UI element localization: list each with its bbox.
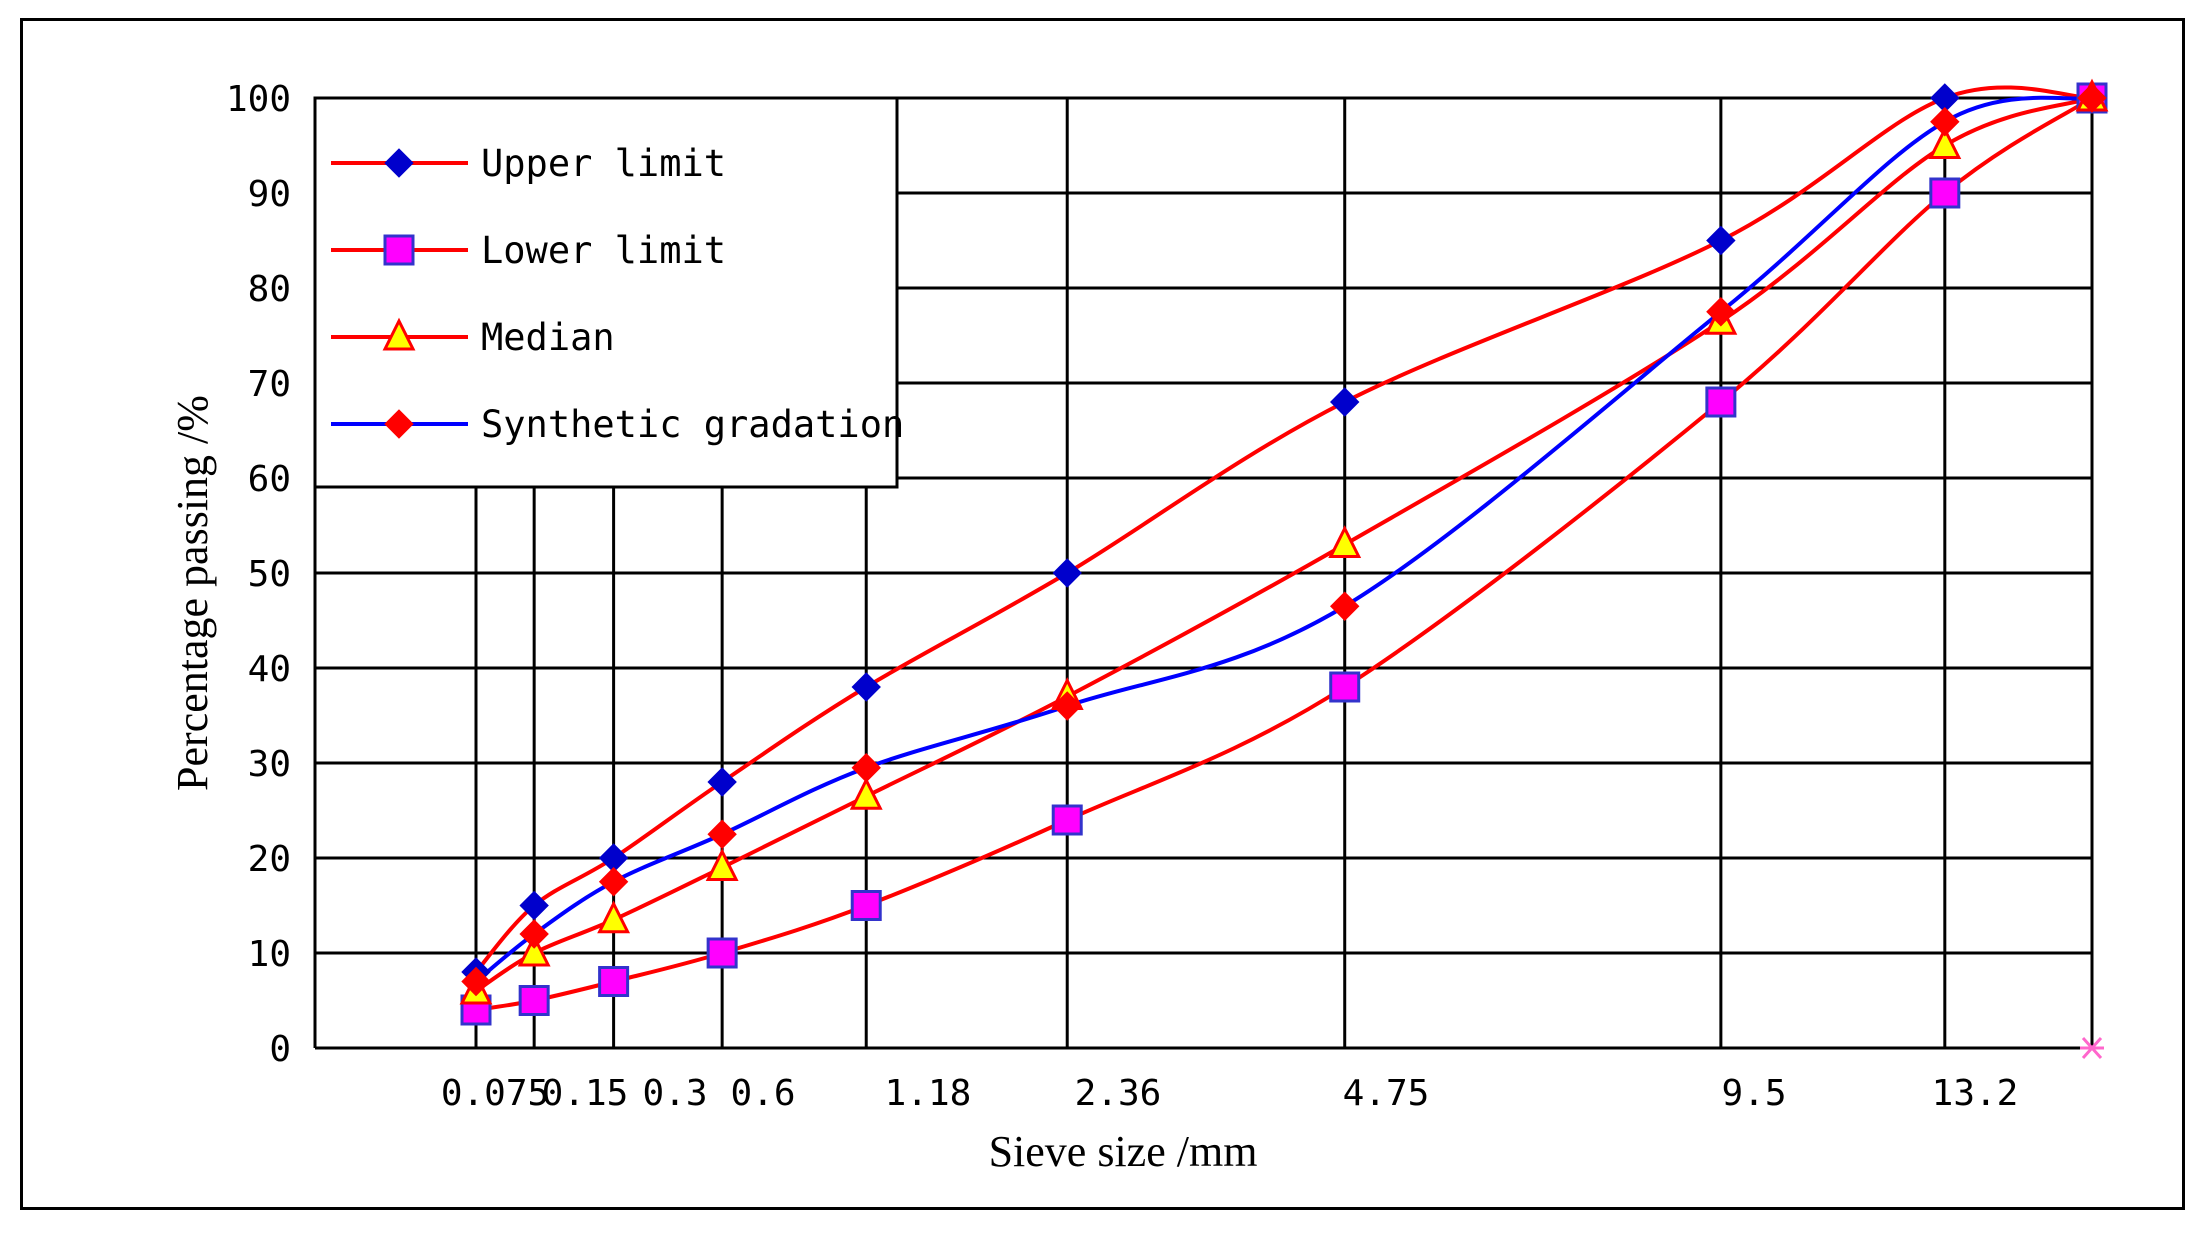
marker-upper-limit [1706, 225, 1736, 256]
marker-synthetic-gradation [461, 966, 491, 997]
y-tick-label: 90 [248, 174, 291, 215]
marker-median [849, 776, 883, 810]
series-markers [459, 78, 2109, 1060]
marker-median [1328, 525, 1362, 558]
y-tick-label: 100 [226, 79, 291, 120]
x-tick-label: 0.3 [642, 1073, 707, 1114]
x-tick-label: 2.36 [1075, 1073, 1162, 1114]
x-tick-label: 9.5 [1721, 1073, 1786, 1114]
marker-synthetic-gradation [1330, 591, 1360, 621]
legend-marker-median [382, 317, 416, 351]
legend-label: Median [481, 316, 615, 359]
legend: Upper limit Lower limit Median Synthetic gr… [313, 96, 904, 489]
marker-lower-limit [598, 966, 630, 997]
marker-synthetic-gradation [2077, 83, 2107, 113]
legend-marker-synthetic-gradation [384, 409, 414, 439]
marker-synthetic-gradation [851, 753, 881, 783]
y-tick-label: 10 [248, 934, 291, 975]
legend-label: Upper limit [481, 142, 726, 185]
legend-marker-upper-limit [384, 148, 414, 178]
marker-lower-limit [1051, 804, 1083, 836]
marker-median [517, 933, 551, 967]
x-tick-label: 0.15 [542, 1073, 629, 1114]
marker-lower-limit [706, 937, 738, 969]
marker-upper-limit [707, 767, 737, 797]
marker-lower-limit [850, 890, 882, 921]
marker-lower-limit [518, 985, 550, 1016]
marker-lower-limit [1329, 671, 1361, 703]
marker-synthetic-gradation [1930, 107, 1960, 137]
y-tick-label: 40 [248, 649, 291, 690]
x-tick-label: 1.18 [885, 1073, 972, 1114]
marker-synthetic-gradation [1052, 691, 1082, 721]
x-axis-title: Sieve size /mm [989, 1127, 1258, 1176]
x-tick-label: 0.075 [441, 1073, 549, 1114]
marker-synthetic-gradation [707, 819, 737, 849]
legend-label: Lower limit [481, 229, 726, 272]
y-tick-label: 30 [248, 744, 291, 785]
y-tick-label: 80 [248, 269, 291, 310]
marker-synthetic-gradation [1706, 297, 1736, 327]
marker-upper-limit [1052, 558, 1082, 588]
y-tick-label: 60 [248, 459, 291, 500]
asterisk-stroke [2081, 1036, 2103, 1060]
legend-marker-lower-limit [383, 234, 415, 266]
y-axis-title: Percentage passing /% [168, 395, 217, 791]
x-tick-label: 13.2 [1932, 1073, 2019, 1114]
marker-synthetic-gradation [598, 867, 629, 897]
x-tick-label: 0.6 [730, 1073, 795, 1114]
y-tick-label: 0 [269, 1029, 291, 1070]
marker-median [1928, 126, 1962, 159]
y-tick-label: 70 [248, 364, 291, 405]
marker-lower-limit [1929, 177, 1961, 209]
marker-median [597, 900, 631, 934]
x-tick-label: 4.75 [1343, 1073, 1430, 1114]
y-tick-label: 50 [248, 554, 291, 595]
y-tick-label: 20 [248, 839, 291, 880]
chart-frame: Upper limit Lower limit Median Synthetic gr… [20, 18, 2185, 1210]
marker-upper-limit [851, 672, 881, 702]
gradation-chart: Upper limit Lower limit Median Synthetic gr… [168, 78, 2109, 1176]
marker-lower-limit [1705, 386, 1737, 418]
marker-median [705, 848, 739, 881]
marker-upper-limit [1330, 387, 1360, 417]
legend-label: Synthetic gradation [481, 403, 904, 446]
marker-synthetic-gradation [519, 919, 549, 949]
stray-asterisk-marker [2080, 1036, 2104, 1060]
